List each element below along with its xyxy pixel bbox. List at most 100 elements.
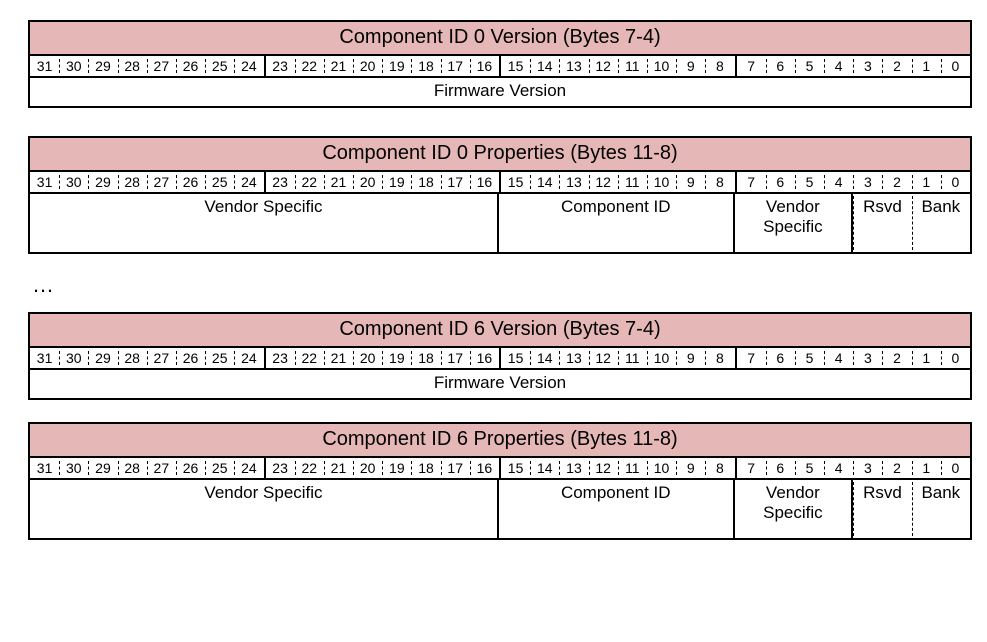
bit-label: 24 [234,56,263,76]
bit-label: 3 [853,458,882,478]
register-table-1: Component ID 0 Properties (Bytes 11-8) 3… [28,136,972,254]
register-title: Component ID 0 Version (Bytes 7-4) [30,22,970,56]
bit-label: 24 [234,348,263,368]
bit-label: 16 [470,172,499,192]
byte-group: 2322212019181716 [264,458,500,478]
bit-label: 1 [912,458,941,478]
field-rsvd: Rsvd [851,480,911,538]
bit-label: 0 [941,348,970,368]
bit-label: 10 [647,172,676,192]
bit-label: 6 [766,458,795,478]
byte-group: 3130292827262524 [30,56,264,76]
bit-label: 10 [647,458,676,478]
bit-label: 7 [737,458,766,478]
bit-label: 11 [618,172,647,192]
bit-label: 19 [382,56,411,76]
bit-label: 26 [176,458,205,478]
bit-label: 4 [824,458,853,478]
bit-label: 9 [676,172,705,192]
bit-label: 16 [470,348,499,368]
bit-label: 0 [941,56,970,76]
bit-label: 15 [501,348,530,368]
bit-label: 14 [530,172,559,192]
bit-label: 28 [118,458,147,478]
bit-label: 30 [59,56,88,76]
bit-label: 9 [676,56,705,76]
bit-index-row: 3130292827262524232221201918171615141312… [30,172,970,194]
bit-label: 25 [205,348,234,368]
bit-label: 30 [59,348,88,368]
bit-label: 29 [88,56,117,76]
bit-label: 31 [30,348,59,368]
bit-label: 22 [295,172,324,192]
bit-label: 14 [530,56,559,76]
bit-label: 19 [382,348,411,368]
bit-label: 30 [59,172,88,192]
bit-label: 2 [882,348,911,368]
spacer [28,400,975,422]
bit-label: 7 [737,348,766,368]
bit-label: 18 [411,172,440,192]
bit-index-row: 3130292827262524232221201918171615141312… [30,458,970,480]
bit-label: 20 [353,172,382,192]
bit-label: 13 [559,56,588,76]
bit-label: 29 [88,172,117,192]
bit-label: 24 [234,458,263,478]
field-component-id: Component ID [497,480,733,538]
bit-label: 14 [530,458,559,478]
bit-label: 25 [205,56,234,76]
bit-label: 18 [411,348,440,368]
bit-label: 20 [353,348,382,368]
bit-label: 22 [295,458,324,478]
bit-label: 8 [705,172,734,192]
bit-label: 29 [88,458,117,478]
bit-label: 20 [353,56,382,76]
bit-label: 13 [559,172,588,192]
bit-index-row: 3130292827262524232221201918171615141312… [30,56,970,78]
bit-label: 2 [882,172,911,192]
bit-label: 3 [853,56,882,76]
byte-group: 2322212019181716 [264,56,500,76]
bit-label: 1 [912,172,941,192]
bit-label: 28 [118,172,147,192]
field-row: Firmware Version [30,370,970,398]
bit-label: 7 [737,56,766,76]
bit-label: 15 [501,458,530,478]
bit-label: 6 [766,348,795,368]
bit-label: 21 [324,172,353,192]
bit-label: 21 [324,56,353,76]
bit-label: 4 [824,348,853,368]
bit-label: 8 [705,348,734,368]
bit-label: 14 [530,348,559,368]
bit-label: 0 [941,172,970,192]
bit-label: 0 [941,458,970,478]
bit-label: 18 [411,458,440,478]
bit-label: 1 [912,56,941,76]
bit-label: 15 [501,172,530,192]
bit-label: 4 [824,56,853,76]
bit-label: 13 [559,348,588,368]
byte-group: 15141312111098 [499,172,735,192]
bit-label: 27 [147,56,176,76]
bit-label: 17 [441,348,470,368]
register-title: Component ID 6 Properties (Bytes 11-8) [30,424,970,458]
field-row: Firmware Version [30,78,970,106]
bit-label: 25 [205,458,234,478]
bit-label: 27 [147,458,176,478]
byte-group: 15141312111098 [499,348,735,368]
field-vendor-specific: Vendor Specific [30,194,497,252]
bit-label: 9 [676,458,705,478]
bit-index-row: 3130292827262524232221201918171615141312… [30,348,970,370]
bit-label: 2 [882,56,911,76]
field-firmware-version: Firmware Version [30,370,970,398]
field-component-id: Component ID [497,194,733,252]
bit-label: 3 [853,172,882,192]
bit-label: 6 [766,56,795,76]
field-bank: Bank [912,194,970,252]
bit-label: 11 [618,56,647,76]
byte-group: 3130292827262524 [30,348,264,368]
bit-label: 28 [118,348,147,368]
byte-group: 15141312111098 [499,458,735,478]
field-vendor-specific: VendorSpecific [733,480,852,538]
bit-label: 6 [766,172,795,192]
